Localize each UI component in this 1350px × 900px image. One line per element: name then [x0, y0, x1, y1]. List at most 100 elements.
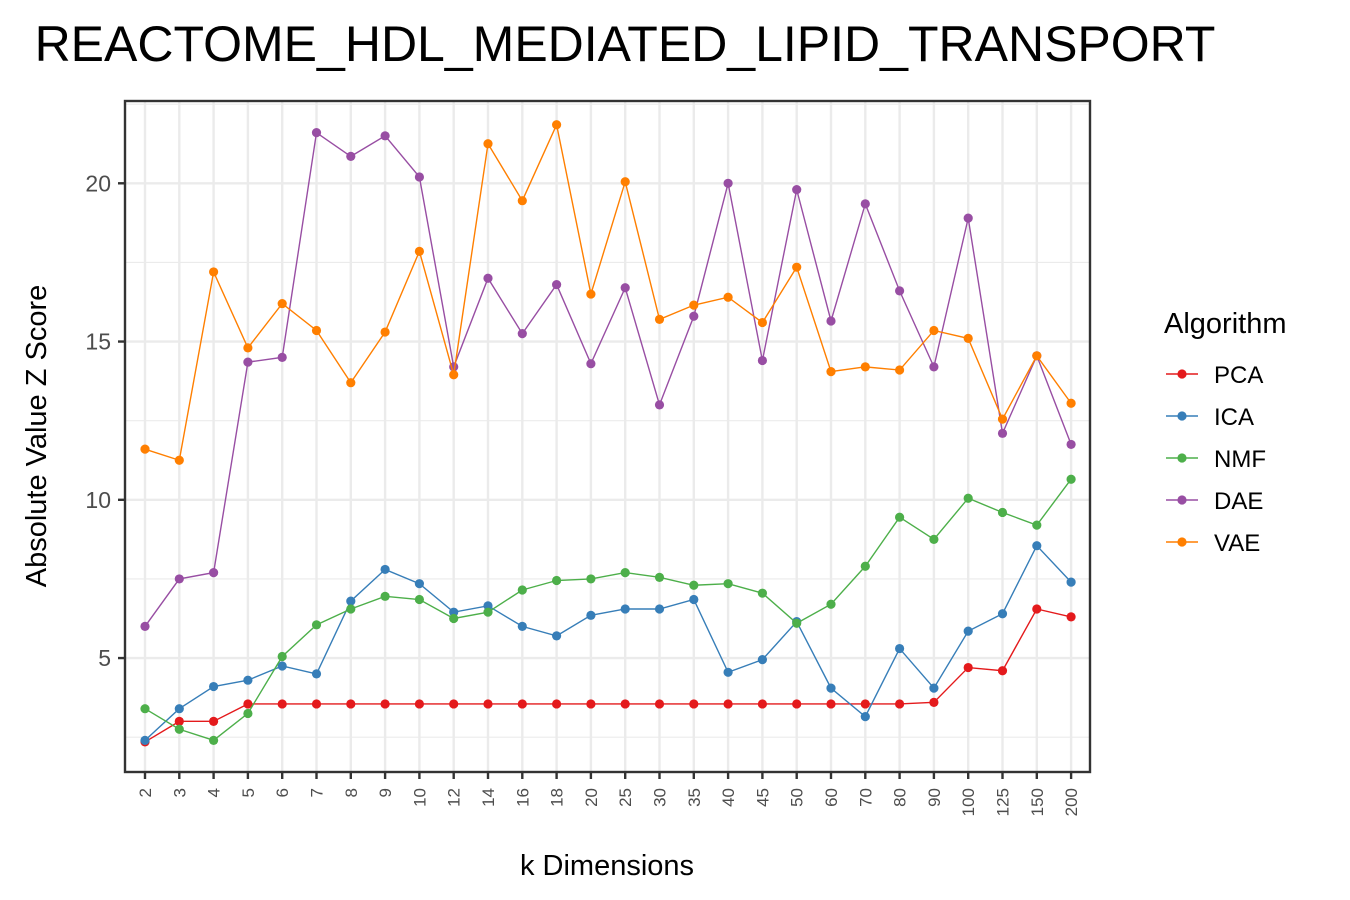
point-ica-45 — [757, 655, 768, 665]
point-nmf-45 — [757, 588, 768, 598]
point-dae-8 — [346, 151, 356, 161]
point-pca-9 — [380, 699, 390, 709]
point-nmf-3 — [174, 724, 184, 734]
point-pca-100 — [963, 662, 973, 673]
x-tick-label-40: 40 — [719, 788, 738, 807]
legend-item-dae: DAE — [1166, 488, 1263, 515]
point-vae-6 — [277, 298, 287, 309]
point-nmf-25 — [620, 567, 630, 578]
point-pca-6 — [277, 699, 287, 709]
point-ica-4 — [209, 681, 219, 692]
point-vae-5 — [243, 343, 253, 353]
point-nmf-70 — [860, 561, 870, 571]
x-tick-labels: 2 3 4 5 6 7 8 9 10 12 14 16 18 20 25 30 35 40 45 50 60 70 80 90… — [136, 788, 1081, 816]
point-pca-10 — [414, 699, 424, 709]
x-tick-label-150: 150 — [1028, 788, 1047, 816]
point-vae-50 — [792, 262, 802, 272]
point-nmf-20 — [586, 574, 596, 584]
point-ica-35 — [689, 594, 699, 605]
y-axis-title: Absolute Value Z Score — [21, 285, 53, 588]
point-pca-5 — [243, 699, 253, 709]
y-tick-label-15: 15 — [85, 329, 111, 355]
plot-panel — [125, 101, 1090, 772]
point-vae-45 — [757, 317, 768, 328]
point-vae-125 — [997, 414, 1008, 424]
point-nmf-125 — [997, 507, 1008, 518]
legend-label-dae: DAE — [1214, 488, 1263, 515]
point-vae-40 — [723, 292, 733, 302]
point-vae-18 — [552, 120, 562, 130]
point-ica-100 — [963, 626, 973, 636]
point-ica-16 — [517, 621, 527, 632]
point-vae-7 — [311, 325, 322, 336]
point-pca-12 — [449, 699, 459, 709]
point-nmf-80 — [895, 512, 905, 522]
point-nmf-7 — [311, 620, 322, 630]
point-vae-30 — [654, 314, 665, 324]
series-vae — [140, 120, 1076, 465]
x-tick-label-25: 25 — [616, 788, 635, 807]
legend-label-ica: ICA — [1214, 404, 1254, 431]
x-tick-label-60: 60 — [822, 788, 841, 807]
point-dae-2 — [140, 621, 150, 632]
point-vae-16 — [517, 196, 527, 206]
point-nmf-35 — [689, 580, 699, 590]
point-nmf-30 — [654, 572, 665, 582]
point-dae-5 — [243, 357, 253, 367]
point-vae-3 — [174, 455, 184, 465]
point-nmf-4 — [209, 735, 219, 745]
legend-label-vae: VAE — [1214, 530, 1260, 557]
x-tick-label-12: 12 — [445, 788, 464, 807]
x-tick-label-5: 5 — [239, 788, 258, 797]
legend-item-ica: ICA — [1166, 404, 1254, 431]
x-tick-label-70: 70 — [856, 788, 875, 807]
point-dae-3 — [174, 574, 184, 584]
point-ica-9 — [380, 564, 390, 575]
point-dae-4 — [209, 567, 219, 578]
point-ica-12 — [449, 607, 459, 617]
point-pca-50 — [792, 699, 802, 709]
point-dae-16 — [517, 329, 527, 339]
point-dae-40 — [723, 178, 733, 188]
point-nmf-50 — [792, 618, 802, 628]
point-ica-125 — [997, 609, 1008, 619]
chart-title: REACTOME_HDL_MEDIATED_LIPID_TRANSPORT — [35, 16, 1216, 72]
point-vae-10 — [414, 246, 424, 256]
point-vae-80 — [895, 365, 905, 375]
point-ica-70 — [860, 712, 870, 722]
point-pca-3 — [174, 716, 184, 726]
point-dae-35 — [689, 311, 699, 321]
x-tick-label-50: 50 — [788, 788, 807, 807]
axes — [118, 99, 1092, 779]
point-nmf-100 — [963, 493, 973, 503]
point-nmf-6 — [277, 651, 287, 662]
point-dae-80 — [895, 286, 905, 296]
point-vae-70 — [860, 362, 870, 372]
point-nmf-5 — [243, 708, 253, 719]
point-dae-100 — [963, 213, 973, 223]
y-tick-label-20: 20 — [85, 170, 111, 196]
point-ica-90 — [929, 683, 939, 693]
point-pca-60 — [826, 699, 836, 709]
legend: Algorithm PCA ICA NMF DAE VAE — [1164, 308, 1287, 557]
point-nmf-8 — [346, 604, 356, 614]
series-layer — [140, 120, 1076, 747]
point-dae-6 — [277, 352, 287, 362]
point-vae-100 — [963, 333, 973, 343]
legend-item-vae: VAE — [1166, 530, 1260, 557]
x-tick-label-45: 45 — [753, 788, 772, 807]
y-tick-label-5: 5 — [98, 645, 111, 671]
legend-key-point-pca — [1177, 369, 1187, 379]
x-tick-label-3: 3 — [170, 788, 189, 797]
point-ica-3 — [174, 704, 184, 714]
x-axis-title: k Dimensions — [520, 850, 694, 882]
point-pca-16 — [517, 699, 527, 709]
panel-border — [123, 99, 1092, 774]
point-ica-10 — [414, 579, 424, 589]
x-tick-label-10: 10 — [410, 788, 429, 807]
point-ica-14 — [483, 601, 493, 611]
point-dae-200 — [1066, 439, 1076, 450]
x-tick-label-16: 16 — [513, 788, 532, 807]
point-dae-50 — [792, 185, 802, 195]
point-nmf-2 — [140, 704, 150, 714]
